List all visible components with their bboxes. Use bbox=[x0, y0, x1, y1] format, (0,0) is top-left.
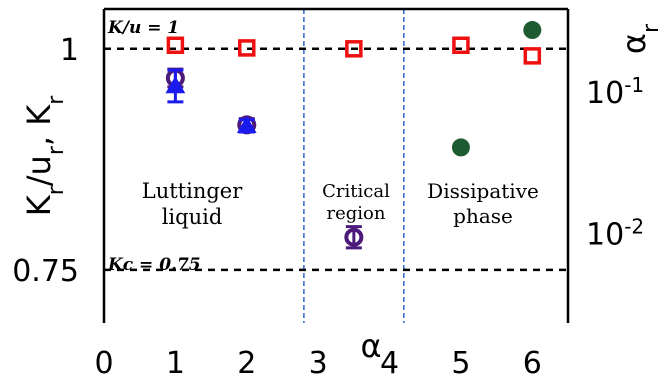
region-label: Critical bbox=[322, 181, 390, 202]
x-tick-label: 2 bbox=[237, 346, 256, 381]
data-point-open-circle bbox=[344, 227, 364, 247]
left-y-tick-label: 1 bbox=[60, 33, 79, 68]
reference-line-label: Kc = 0.75 bbox=[107, 255, 201, 275]
data-point-triangle bbox=[236, 115, 257, 134]
data-point-square bbox=[345, 40, 363, 58]
region-label: Luttinger bbox=[142, 179, 243, 203]
region-label: region bbox=[327, 203, 386, 224]
region-label: phase bbox=[453, 204, 513, 228]
region-label: liquid bbox=[162, 205, 223, 229]
right-y-axis-title: αr bbox=[615, 23, 660, 54]
reference-line-label: K/u = 1 bbox=[107, 18, 179, 38]
x-tick-label: 4 bbox=[380, 346, 399, 381]
data-point-square bbox=[523, 47, 542, 65]
x-axis-title: α bbox=[360, 327, 381, 365]
data-point-filled-circle bbox=[523, 21, 542, 40]
x-tick-label: 1 bbox=[166, 346, 185, 381]
left-y-axis-title: Kr/ur, Kr bbox=[20, 95, 69, 216]
left-y-tick-label: 0.75 bbox=[12, 254, 79, 289]
region-label: Dissipative bbox=[427, 179, 539, 203]
data-point-square bbox=[452, 36, 470, 55]
x-tick-label: 6 bbox=[523, 346, 542, 381]
x-tick-label: 5 bbox=[451, 346, 470, 381]
right-y-tick-label: 10-2 bbox=[586, 215, 644, 253]
x-tick-label: 3 bbox=[309, 346, 328, 381]
data-point-filled-circle bbox=[451, 138, 470, 157]
right-y-tick-label: 10-1 bbox=[586, 73, 644, 111]
x-tick-label: 0 bbox=[94, 346, 113, 381]
data-point-square bbox=[238, 39, 256, 57]
data-point-triangle bbox=[165, 75, 186, 94]
data-point-square bbox=[166, 36, 185, 55]
